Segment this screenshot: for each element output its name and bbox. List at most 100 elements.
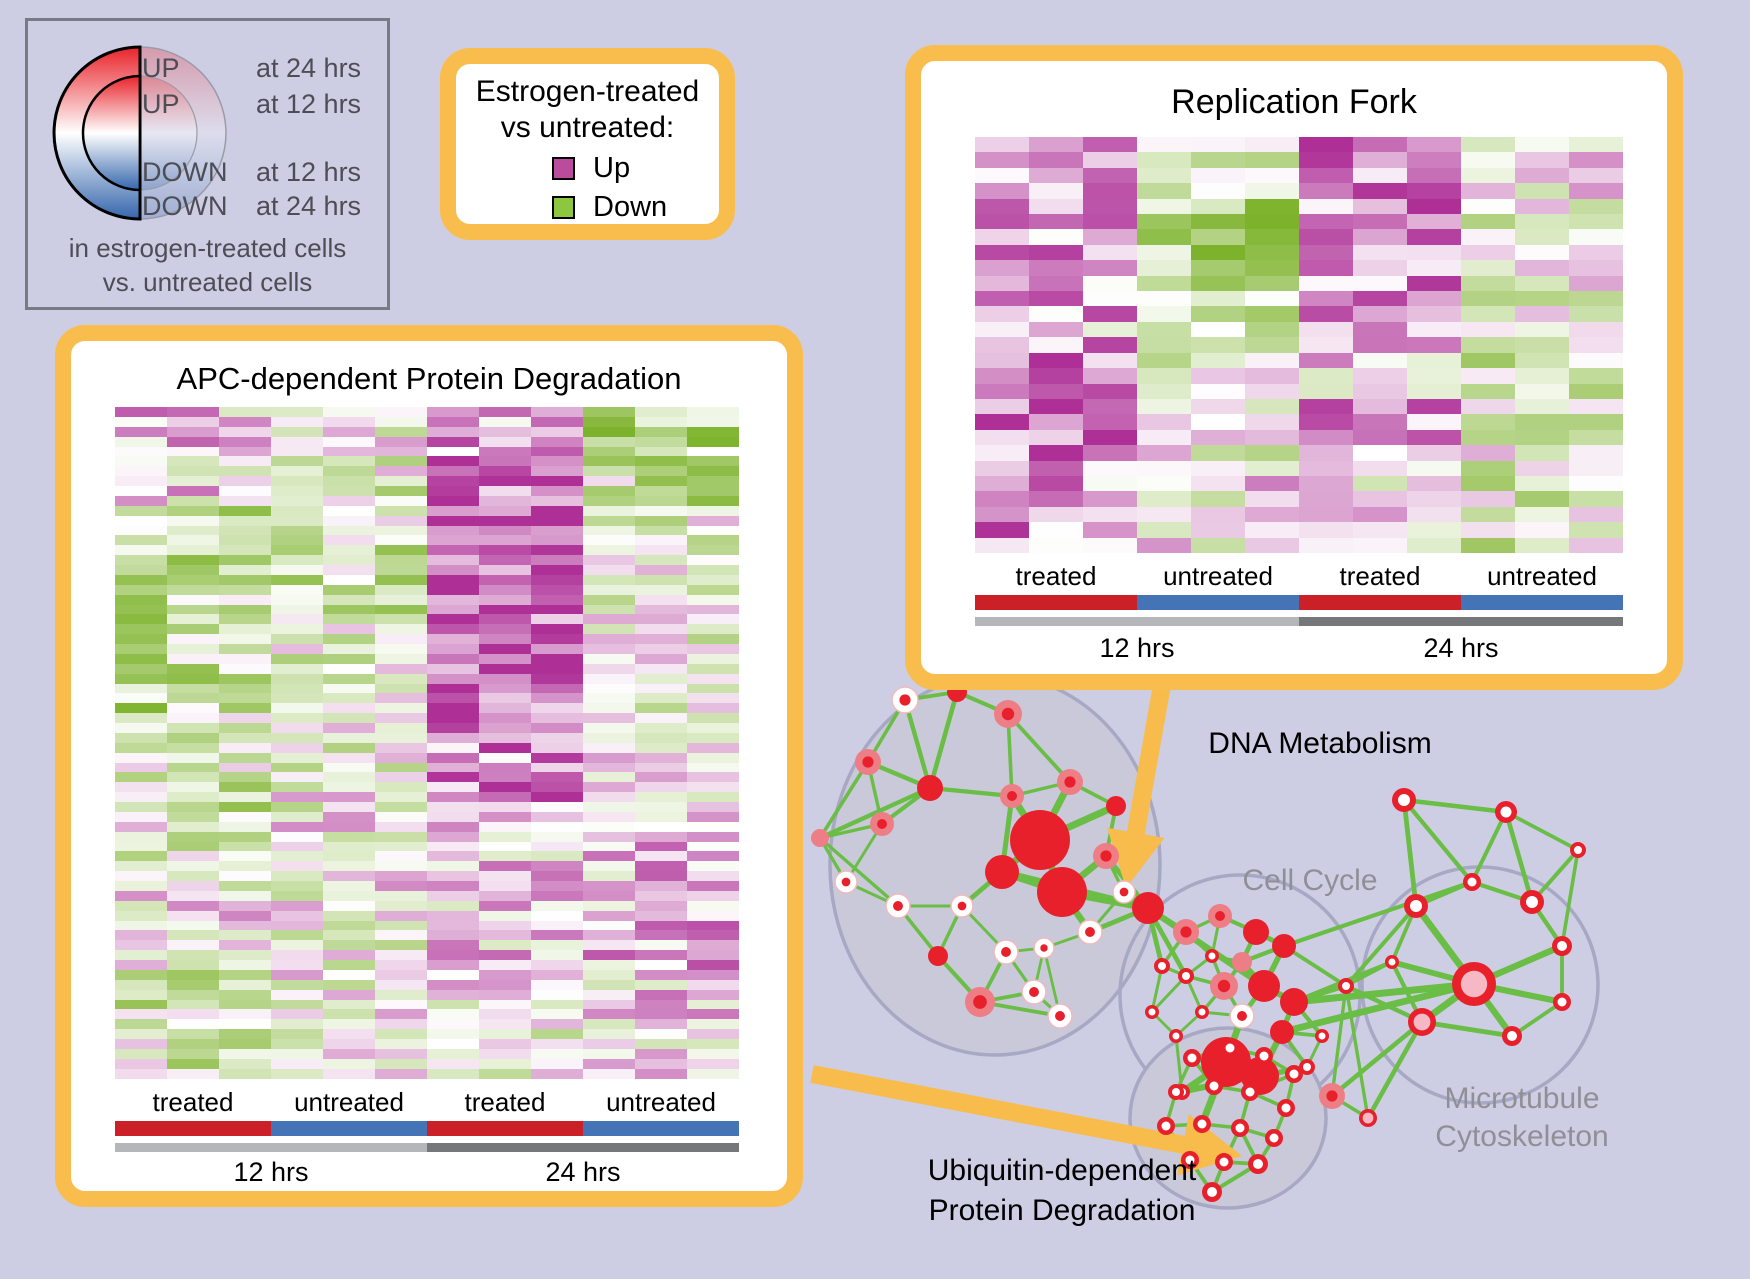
treated-bar [975,595,1137,610]
heatmap-cell [115,752,167,763]
heatmap-cell [1137,260,1191,276]
gene-node-core [1040,944,1048,952]
heatmap-cell [975,491,1029,507]
heatmap-cell [115,673,167,684]
heatmap-cell [219,1019,271,1030]
network-edge [1401,799,1419,907]
gene-node-core [893,901,903,911]
heatmap-cell [531,535,583,546]
heatmap-cell [583,841,635,852]
heatmap-cell [531,890,583,901]
heatmap-cell [1245,414,1299,430]
legend-dir-down12: DOWN [142,157,228,187]
heatmap-cell [323,1048,375,1059]
apc-group-labels: treated untreated treated untreated [115,1087,739,1118]
heatmap-cell [219,732,271,743]
heatmap-cell [583,742,635,753]
heatmap-cell [531,693,583,704]
heatmap-cell [1461,183,1515,199]
heatmap-cell [167,1058,219,1069]
heatmap-cell [219,1039,271,1049]
heatmap-cell [323,782,375,793]
gene-node-core [1007,791,1017,801]
heatmap-row [975,167,1623,184]
heatmap-cell [323,930,375,941]
heatmap-cell [1083,183,1137,199]
heatmap-cell [115,861,167,872]
heatmap-cell [1137,183,1191,199]
heatmap-row [115,890,739,901]
heatmap-cell [1353,460,1407,476]
heatmap-cell [635,505,687,516]
heatmap-cell [271,653,323,664]
heatmap-cell [219,535,271,546]
estrogen-legend-panel: Estrogen-treated vs untreated: Up Down [440,48,735,240]
heatmap-row [115,900,739,911]
heatmap-cell [427,426,479,437]
heatmap-cell [1191,383,1245,399]
heatmap-cell [1569,506,1623,523]
heatmap-cell [583,910,635,921]
heatmap-cell [167,604,219,615]
heatmap-cell [687,752,739,763]
heatmap-cell [1245,214,1299,230]
heatmap-cell [167,624,219,635]
heatmap-cell [635,811,687,822]
heatmap-cell [375,1058,427,1069]
heatmap-cell [323,940,375,951]
heatmap-cell [1083,337,1137,353]
heatmap-cell [1191,137,1245,153]
cluster-label: DNA Metabolism [1208,727,1432,760]
heatmap-cell [1083,198,1137,215]
heatmap-cell [531,663,583,674]
heatmap-row [115,772,739,783]
heatmap-cell [583,624,635,635]
heatmap-row [115,851,739,862]
group-label: treated [1339,561,1421,591]
heatmap-cell [1245,460,1299,476]
heatmap-cell [323,960,375,970]
heatmap-cell [427,436,479,447]
heatmap-cell [531,653,583,664]
heatmap-cell [583,811,635,822]
heatmap-cell [219,446,271,457]
heatmap-cell [167,416,219,427]
heatmap-cell [375,792,427,802]
heatmap-cell [479,594,531,605]
heatmap-cell [1299,198,1353,215]
heatmap-cell [115,1058,167,1069]
heatmap-row [115,979,739,990]
heatmap-cell [323,841,375,852]
gene-node-core [1326,1090,1338,1102]
heatmap-cell [635,752,687,763]
heatmap-cell [1407,229,1461,245]
group-label: treated [152,1087,234,1117]
heatmap-cell [167,881,219,891]
network-edge [1330,1020,1424,1098]
legend-time-12b: at 12 hrs [256,157,362,187]
heatmap-cell [271,940,323,951]
heatmap-cell [115,604,167,615]
heatmap-cell [1407,183,1461,199]
heatmap-cell [635,742,687,753]
heatmap-cell [1353,306,1407,322]
heatmap-cell [375,713,427,723]
heatmap-cell [1515,460,1569,476]
heatmap-cell [479,900,531,911]
heatmap-cell [167,723,219,733]
heatmap-cell [115,584,167,595]
gene-node-core [1119,887,1129,897]
heatmap-cell [687,446,739,457]
cluster-label: Protein Degradation [928,1194,1196,1227]
heatmap-cell [375,890,427,901]
heatmap-cell [167,644,219,654]
heatmap-cell [115,772,167,783]
heatmap-cell [583,446,635,457]
heatmap-cell [687,1058,739,1069]
network-edge [1510,1000,1564,1038]
heatmap-cell [375,732,427,743]
heatmap-cell [1407,383,1461,399]
heatmap-cell [687,881,739,891]
heatmap-cell [479,1019,531,1030]
heatmap-cell [975,398,1029,415]
